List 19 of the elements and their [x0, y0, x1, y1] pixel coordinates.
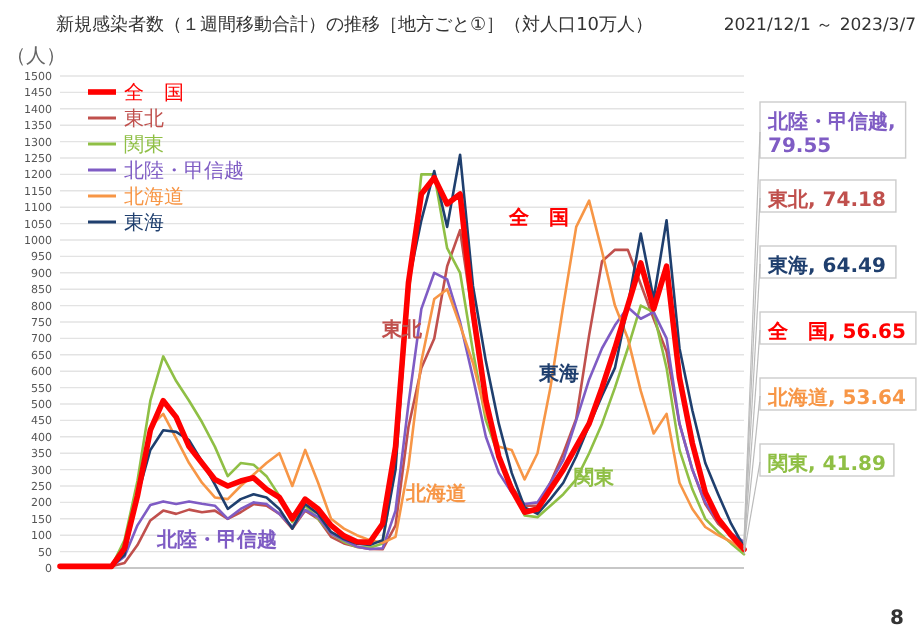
- annotation: 全 国: [506, 206, 569, 230]
- legend-label: 北海道: [124, 185, 184, 209]
- legend-label: 全 国: [124, 81, 184, 105]
- chart-title: 新規感染者数（１週間移動合計）の推移［地方ごと①］（対人口10万人）: [56, 14, 654, 36]
- callout-box: 関東, 41.89: [759, 443, 895, 477]
- y-axis-title: （人）: [6, 46, 66, 68]
- callout-box: 全 国, 56.65: [759, 311, 917, 345]
- callout-box: 東北, 74.18: [759, 179, 897, 213]
- callout-box: 北海道, 53.64: [759, 377, 917, 411]
- annotation: 北陸・甲信越: [155, 528, 278, 552]
- callout-box: 北陸・甲信越, 79.55: [759, 101, 907, 159]
- legend-label: 東海: [124, 211, 164, 235]
- legend-label: 北陸・甲信越: [124, 159, 244, 183]
- text: 8: [890, 608, 905, 630]
- text: 2021/12/1 ～ 2023/3/7: [723, 16, 916, 36]
- legend-label: 東北: [124, 107, 164, 131]
- callout-box: 東海, 64.49: [759, 245, 897, 279]
- annotation: 北海道: [404, 482, 469, 506]
- legend-label: 関東: [124, 133, 164, 157]
